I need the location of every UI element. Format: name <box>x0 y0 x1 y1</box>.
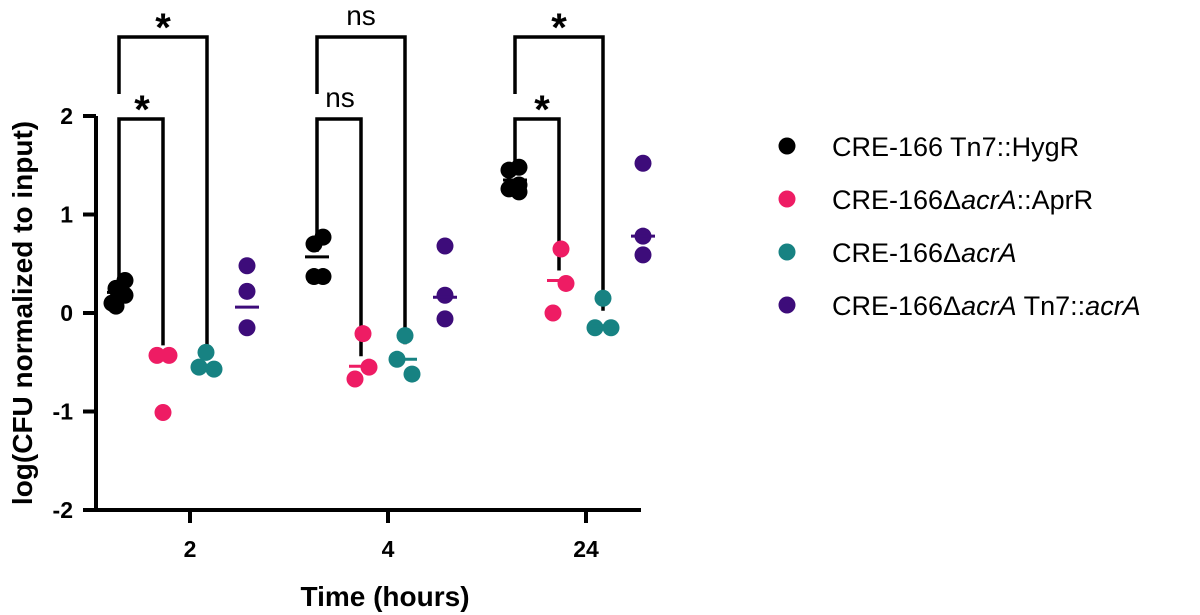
data-point <box>305 235 323 253</box>
data-point <box>238 257 256 275</box>
data-point <box>403 365 421 383</box>
significance-label: * <box>534 88 550 132</box>
data-point <box>154 403 172 421</box>
data-point <box>510 183 528 201</box>
data-point <box>552 240 570 258</box>
significance-bracket <box>513 35 605 311</box>
data-point <box>314 268 332 286</box>
data-point <box>602 319 620 337</box>
legend-marker <box>778 296 796 314</box>
significance-bracket <box>513 117 561 271</box>
x-ticks: 2 4 24 <box>184 510 599 562</box>
y-tick-label: 1 <box>60 202 73 228</box>
legend-marker <box>778 243 796 261</box>
data-point <box>634 246 652 264</box>
x-axis-title: Time (hours) <box>300 581 469 612</box>
legend-label: CRE-166ΔacrA::AprR <box>832 185 1093 215</box>
y-tick-label: 2 <box>60 103 73 129</box>
x-tick-label: 4 <box>382 536 395 562</box>
significance-label: ns <box>325 82 355 113</box>
x-tick-label: 2 <box>184 536 197 562</box>
significance-bracket <box>117 35 209 351</box>
data-point <box>436 237 454 255</box>
legend: CRE-166 Tn7::HygRCRE-166ΔacrA::AprRCRE-1… <box>778 132 1141 321</box>
significance-label: * <box>134 88 150 132</box>
data-point <box>205 360 223 378</box>
legend-marker <box>778 190 796 208</box>
data-point <box>594 289 612 307</box>
legend-label: CRE-166 Tn7::HygR <box>832 132 1079 162</box>
x-tick-label: 24 <box>573 536 599 562</box>
y-tick-label: -2 <box>53 497 73 523</box>
significance-label: * <box>551 6 567 50</box>
significance-bracket <box>117 117 165 346</box>
data-point <box>436 310 454 328</box>
y-tick-label: 0 <box>60 300 73 326</box>
significance-label: * <box>155 6 171 50</box>
legend-label: CRE-166ΔacrA Tn7::acrA <box>832 291 1141 321</box>
significance-bracket <box>315 117 363 357</box>
data-point <box>354 325 372 343</box>
data-point <box>396 327 414 345</box>
data-point <box>107 297 125 315</box>
data-point <box>586 319 604 337</box>
data-points <box>103 154 652 421</box>
y-ticks: 2 1 0 -1 -2 <box>53 103 96 523</box>
data-point <box>436 286 454 304</box>
data-point <box>634 154 652 172</box>
data-point <box>500 161 518 179</box>
data-point <box>190 358 208 376</box>
data-point <box>557 274 575 292</box>
data-point <box>238 319 256 337</box>
data-point <box>197 343 215 361</box>
median-lines <box>107 178 655 368</box>
data-point <box>346 370 364 388</box>
y-tick-label: -1 <box>53 399 74 425</box>
data-point <box>238 282 256 300</box>
significance-label: ns <box>346 0 376 31</box>
legend-marker <box>778 137 796 155</box>
y-axis-title: log(CFU normalized to input) <box>7 121 38 505</box>
data-point <box>544 304 562 322</box>
significance-bracket <box>315 35 407 345</box>
legend-label: CRE-166ΔacrA <box>832 238 1017 268</box>
